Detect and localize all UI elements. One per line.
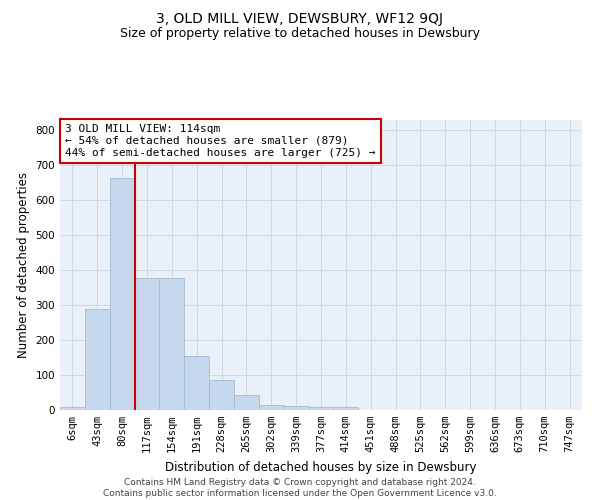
Bar <box>334 407 358 410</box>
Text: 3 OLD MILL VIEW: 114sqm
← 54% of detached houses are smaller (879)
44% of semi-d: 3 OLD MILL VIEW: 114sqm ← 54% of detache… <box>65 124 376 158</box>
Bar <box>284 406 308 410</box>
Text: Size of property relative to detached houses in Dewsbury: Size of property relative to detached ho… <box>120 28 480 40</box>
Bar <box>209 380 234 410</box>
X-axis label: Distribution of detached houses by size in Dewsbury: Distribution of detached houses by size … <box>165 460 477 473</box>
Bar <box>234 394 259 410</box>
Bar <box>60 407 85 410</box>
Y-axis label: Number of detached properties: Number of detached properties <box>17 172 30 358</box>
Bar <box>184 356 209 410</box>
Bar <box>160 278 184 410</box>
Bar <box>134 278 160 410</box>
Text: 3, OLD MILL VIEW, DEWSBURY, WF12 9QJ: 3, OLD MILL VIEW, DEWSBURY, WF12 9QJ <box>157 12 443 26</box>
Bar <box>259 406 284 410</box>
Bar <box>110 178 134 410</box>
Bar <box>308 406 334 410</box>
Text: Contains HM Land Registry data © Crown copyright and database right 2024.
Contai: Contains HM Land Registry data © Crown c… <box>103 478 497 498</box>
Bar <box>85 308 110 410</box>
